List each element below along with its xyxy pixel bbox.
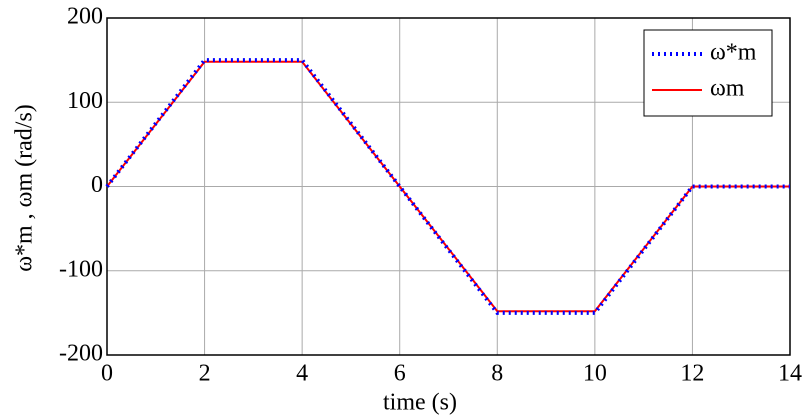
- y-tick-label: -100: [59, 256, 103, 282]
- y-tick-label: 100: [67, 88, 103, 114]
- x-tick-label: 12: [680, 361, 704, 387]
- data-line: [105, 58, 790, 315]
- x-tick-label: 2: [199, 361, 211, 387]
- x-tick-label: 8: [491, 361, 503, 387]
- legend-label: ω*m: [710, 40, 757, 66]
- x-tick-label: 6: [394, 361, 406, 387]
- x-tick-label: 0: [101, 361, 113, 387]
- x-axis-label: time (s): [383, 390, 457, 416]
- x-tick-label: 10: [583, 361, 607, 387]
- x-tick-label: 4: [296, 361, 308, 387]
- y-tick-label: 0: [91, 172, 103, 198]
- y-tick-label: -200: [59, 341, 103, 367]
- y-axis-label: ω*m , ωm (rad/s): [12, 104, 38, 272]
- y-tick-label: 200: [67, 4, 103, 30]
- x-tick-label: 14: [778, 361, 802, 387]
- legend-box: [643, 29, 773, 117]
- legend-label: ωm: [710, 76, 745, 102]
